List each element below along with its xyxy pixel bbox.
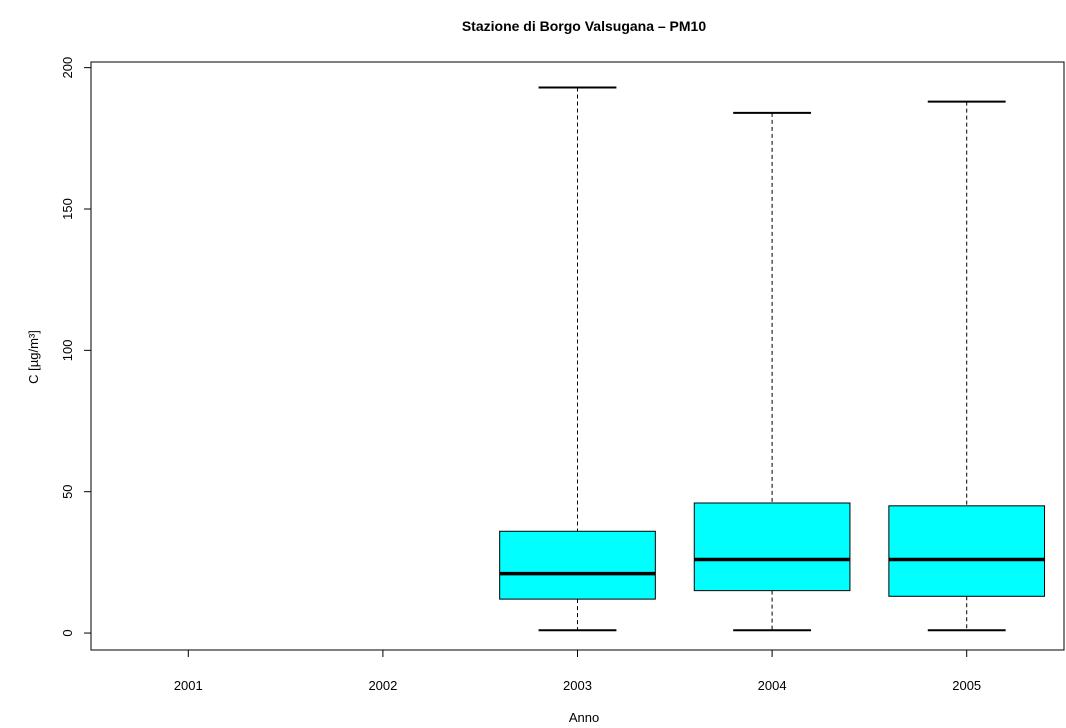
x-axis: 2001 2002 2003 2004 2005 [174, 649, 981, 693]
y-tick-label: 0 [60, 629, 75, 636]
x-tick-label: 2001 [174, 678, 203, 693]
y-tick-label: 150 [60, 198, 75, 220]
iqr-box [888, 505, 1046, 597]
x-tick-label: 2002 [368, 678, 397, 693]
box-2003 [499, 86, 656, 632]
y-tick-label: 200 [60, 57, 75, 79]
x-tick-label: 2005 [952, 678, 981, 693]
x-axis-label: Anno [569, 710, 599, 725]
x-tick-label: 2003 [563, 678, 592, 693]
chart-title: Stazione di Borgo Valsugana – PM10 [462, 18, 706, 34]
x-tick-label: 2004 [758, 678, 787, 693]
y-axis-label: C [µg/m³] [26, 330, 41, 384]
iqr-box [693, 502, 851, 592]
y-tick-label: 50 [60, 484, 75, 498]
boxes-layer [499, 86, 1046, 632]
box-2004 [693, 111, 851, 632]
iqr-box [499, 530, 656, 600]
box-2005 [888, 100, 1046, 632]
y-tick-label: 100 [60, 339, 75, 361]
y-axis: 0 50 100 150 200 [60, 57, 92, 637]
